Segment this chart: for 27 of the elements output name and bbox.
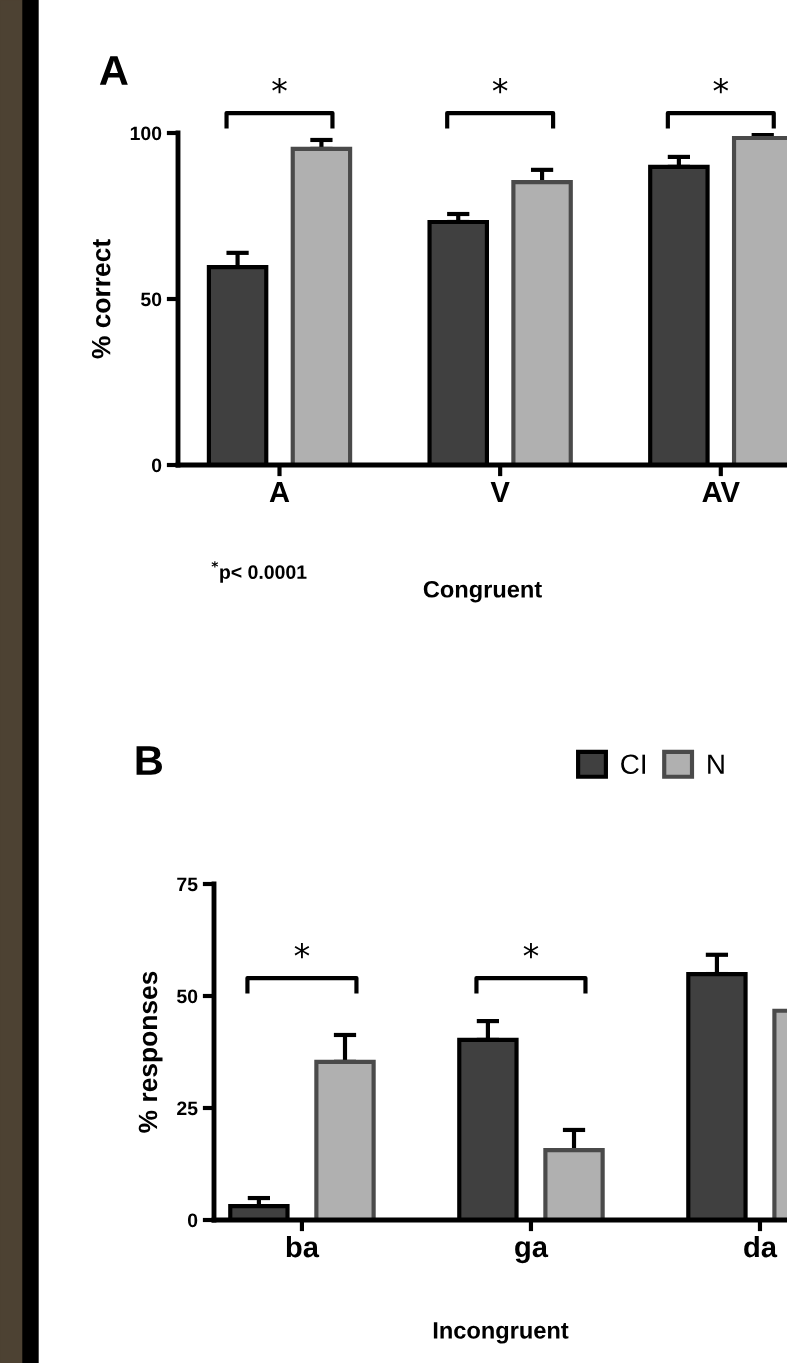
chart-title: A <box>99 56 128 85</box>
annotation: * <box>523 943 539 959</box>
text: $^{*}$p< 0.0001 <box>211 561 307 583</box>
y-tick-label: 25 <box>177 1101 198 1116</box>
legend-label: CI <box>621 754 645 775</box>
annotation: * <box>294 943 310 959</box>
y-tick-label: 75 <box>177 877 198 892</box>
y-tick-label: 50 <box>177 989 198 1004</box>
legend-label: N <box>708 754 724 774</box>
y-axis-title: % responses <box>138 971 163 1133</box>
text: * <box>713 78 729 94</box>
text: * <box>492 78 508 94</box>
y-tick-label: 50 <box>141 292 162 307</box>
y-tick-label: 0 <box>151 458 162 473</box>
y-tick-label: 100 <box>130 126 162 141</box>
x-axis-title: Congruent <box>423 580 542 603</box>
x-tick-label: ga <box>515 1241 549 1264</box>
x-tick-label: V <box>490 482 510 503</box>
x-tick-label: AV <box>702 482 740 503</box>
chart-title: B <box>136 746 162 775</box>
x-axis-title: Incongruent <box>433 1322 569 1344</box>
y-axis-title: % correct <box>91 239 111 359</box>
x-tick-label: ba <box>286 1235 320 1258</box>
x-tick-label: da <box>744 1235 778 1258</box>
text: * <box>272 78 287 94</box>
x-tick-label: A <box>269 482 290 503</box>
y-tick-label: 0 <box>187 1213 198 1228</box>
